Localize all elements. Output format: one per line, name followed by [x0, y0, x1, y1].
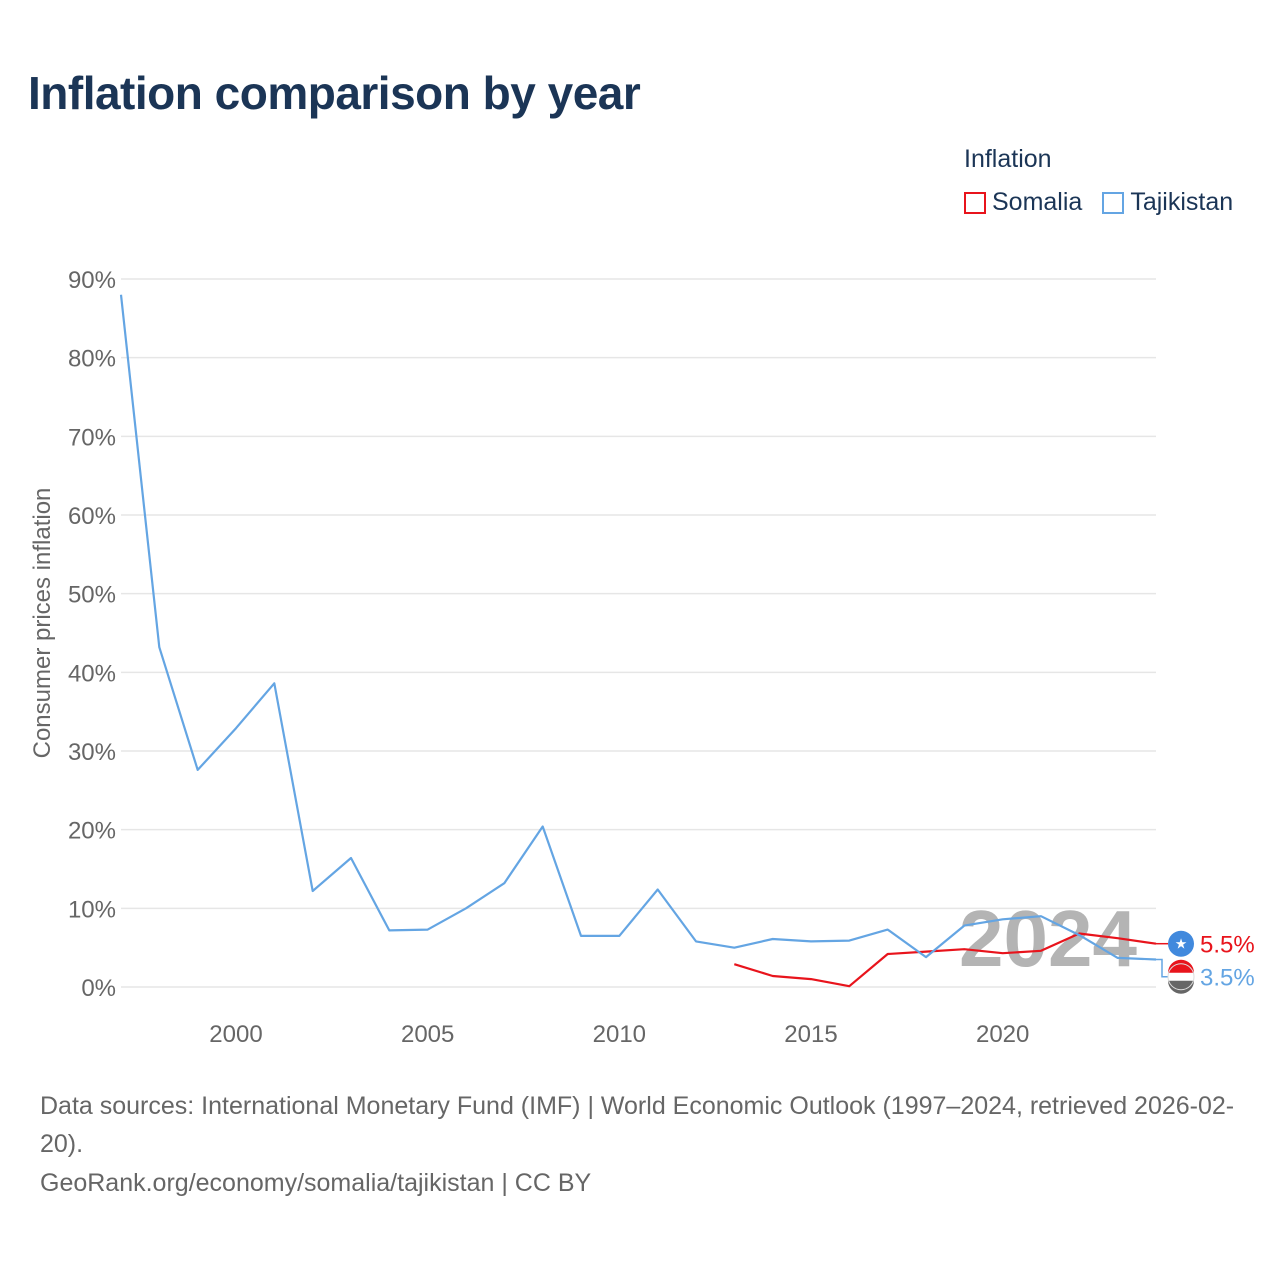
end-value-label-tajikistan: 3.5% — [1200, 965, 1255, 992]
gridlines — [121, 278, 1156, 988]
x-tick-label: 2010 — [593, 1021, 646, 1048]
y-axis-label: Consumer prices inflation — [29, 488, 56, 759]
y-tick-label: 80% — [68, 346, 116, 373]
flag-tajikistan-dark-band — [1168, 980, 1194, 994]
y-tick-label: 50% — [68, 582, 116, 609]
year-watermark: 2024 — [959, 894, 1137, 983]
legend-items: Somalia Tajikistan — [964, 188, 1253, 217]
page-title: Inflation comparison by year — [28, 67, 641, 119]
x-tick-label: 2005 — [401, 1021, 454, 1048]
y-tick-label: 0% — [81, 975, 116, 1002]
legend-label-tajikistan: Tajikistan — [1130, 188, 1234, 216]
end-markers: ★ 5.5% 3.5% — [1156, 930, 1255, 994]
flag-somalia-circle — [1168, 930, 1194, 957]
legend: Inflation Somalia Tajikistan — [964, 145, 1253, 217]
flag-somalia-star: ★ — [1175, 937, 1188, 953]
x-tick-label: 2015 — [784, 1021, 837, 1048]
data-sources: Data sources: International Monetary Fun… — [40, 1092, 1235, 1158]
end-value-label-somalia: 5.5% — [1200, 932, 1255, 959]
y-tick-label: 30% — [68, 739, 116, 766]
series-line-somalia[interactable] — [733, 932, 1157, 988]
legend-item-tajikistan[interactable]: Tajikistan — [1102, 188, 1233, 217]
legend-swatch-tajikistan — [1102, 191, 1125, 214]
series-line-tajikistan[interactable] — [119, 294, 1157, 961]
line-chart: 0% 10% 20% 30% 40% 50% 60% 70% 80% 90% 2000 2005 201… — [29, 267, 1255, 1048]
axes: 0% 10% 20% 30% 40% 50% 60% 70% 80% 90% 2000 2005 201… — [68, 267, 1029, 1048]
y-tick-label: 20% — [68, 818, 116, 845]
legend-item-somalia[interactable]: Somalia — [964, 188, 1082, 217]
flag-tajikistan-outline — [1167, 963, 1195, 991]
y-tick-label: 60% — [68, 503, 116, 530]
legend-label-somalia: Somalia — [992, 188, 1083, 216]
series-lines — [119, 294, 1157, 988]
legend-swatch-somalia — [964, 191, 986, 214]
flag-tajikistan-red-band — [1168, 959, 1194, 973]
credit-link[interactable]: GeoRank.org/economy/somalia/tajikistan |… — [40, 1169, 592, 1197]
flag-icon-somalia: ★ — [1168, 930, 1194, 957]
y-tick-label: 10% — [68, 896, 116, 923]
y-tick-label: 40% — [68, 660, 116, 687]
legend-title: Inflation — [964, 145, 1052, 173]
x-tick-label: 2020 — [976, 1021, 1029, 1048]
y-tick-label: 70% — [68, 424, 116, 451]
y-tick-label: 90% — [68, 267, 116, 294]
x-tick-label: 2000 — [209, 1021, 262, 1048]
flag-icon-tajikistan — [1167, 959, 1195, 994]
end-connector-tajikistan — [1156, 958, 1168, 978]
